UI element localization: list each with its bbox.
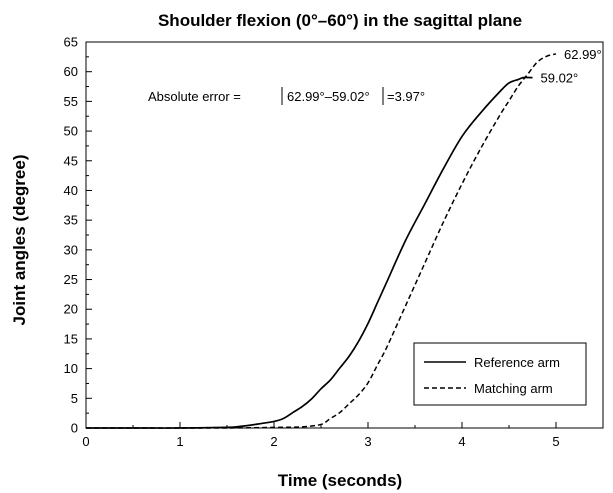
x-tick-label: 5 xyxy=(552,434,559,449)
y-tick-label: 60 xyxy=(64,64,78,79)
x-axis-label: Time (seconds) xyxy=(278,471,402,490)
legend: Reference arm Matching arm xyxy=(413,342,587,406)
y-tick-label: 65 xyxy=(64,35,78,50)
y-tick-label: 15 xyxy=(64,331,78,346)
x-tick-label: 2 xyxy=(270,434,277,449)
legend-label-reference-arm: Reference arm xyxy=(474,355,560,370)
endpoint-label-1: 59.02° xyxy=(541,71,579,86)
x-tick-label: 0 xyxy=(82,434,89,449)
legend-box xyxy=(413,342,587,406)
chart-title: Shoulder flexion (0°–60°) in the sagitta… xyxy=(158,11,522,30)
x-tick-label: 3 xyxy=(364,434,371,449)
legend-label-matching-arm: Matching arm xyxy=(474,381,553,396)
x-tick-label: 1 xyxy=(176,434,183,449)
endpoint-label-0: 62.99° xyxy=(564,47,602,62)
absolute-error-inner: 62.99°–59.02° xyxy=(287,89,370,104)
annotations: 62.99° 59.02° xyxy=(541,47,602,86)
y-tick-label: 35 xyxy=(64,213,78,228)
y-tick-label: 5 xyxy=(71,391,78,406)
y-tick-label: 0 xyxy=(71,421,78,436)
y-tick-label: 25 xyxy=(64,272,78,287)
series-line-reference-arm xyxy=(86,76,533,429)
y-tick-label: 20 xyxy=(64,302,78,317)
y-tick-label: 55 xyxy=(64,94,78,109)
y-tick-label: 10 xyxy=(64,361,78,376)
y-tick-label: 45 xyxy=(64,153,78,168)
absolute-error-note: Absolute error = 62.99°–59.02° =3.97° xyxy=(148,87,425,105)
series-layer xyxy=(86,53,557,429)
absolute-error-suffix: =3.97° xyxy=(387,89,425,104)
x-tick-label: 4 xyxy=(458,434,465,449)
y-tick-label: 40 xyxy=(64,183,78,198)
y-tick-label: 50 xyxy=(64,124,78,139)
y-tick-label: 30 xyxy=(64,242,78,257)
y-axis-label: Joint angles (degree) xyxy=(10,155,29,326)
absolute-error-prefix: Absolute error = xyxy=(148,89,241,104)
